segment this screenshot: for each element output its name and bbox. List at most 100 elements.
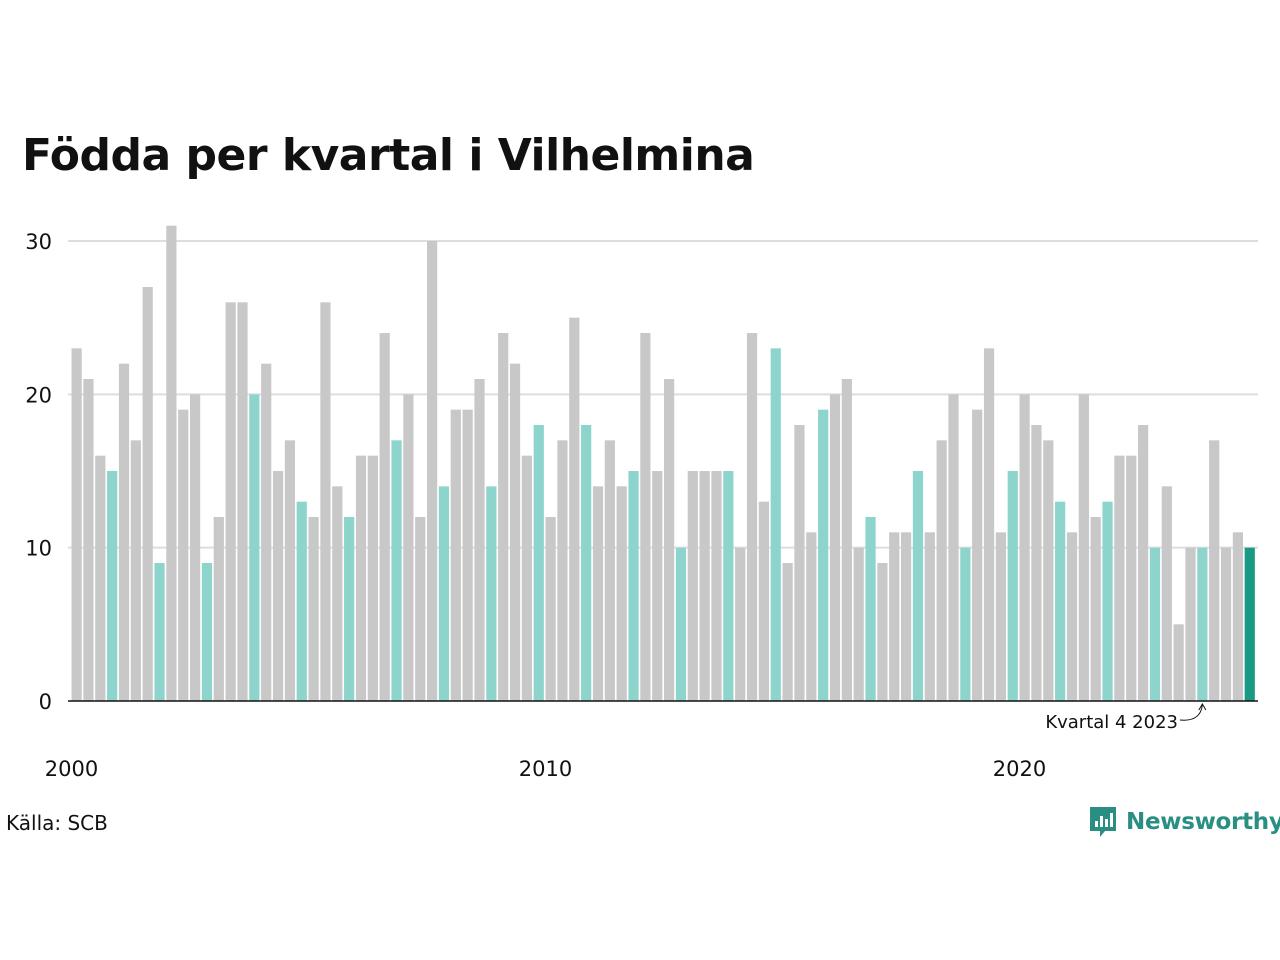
bar: [865, 517, 876, 701]
bar: [972, 409, 983, 701]
bar: [1043, 440, 1054, 701]
bar: [355, 455, 367, 701]
bar: [557, 440, 568, 701]
bar: [1007, 471, 1018, 701]
bar: [948, 394, 959, 701]
bar: [758, 501, 769, 701]
bar: [462, 409, 473, 701]
y-tick-label: 30: [25, 230, 52, 254]
bar: [616, 486, 627, 701]
bar: [1066, 532, 1078, 701]
bar: [403, 394, 414, 701]
bar: [379, 333, 390, 701]
bar: [201, 563, 213, 701]
bar: [272, 471, 284, 701]
bar: [995, 532, 1006, 701]
bar: [367, 455, 378, 701]
bar: [604, 440, 615, 701]
bar: [130, 440, 141, 701]
brand-logo: Newsworthy: [1088, 805, 1280, 839]
bar: [296, 501, 307, 701]
bar: [806, 532, 817, 701]
bar: [592, 486, 604, 701]
bar: [1173, 624, 1184, 701]
bar: [344, 517, 355, 701]
bar: [983, 348, 995, 701]
bar: [770, 348, 781, 701]
bar: [107, 471, 118, 701]
bar: [1161, 486, 1172, 701]
chart-title: Födda per kvartal i Vilhelmina: [22, 130, 755, 181]
bar: [320, 302, 331, 701]
bar: [1149, 547, 1161, 701]
x-tick-label: 2020: [993, 757, 1046, 781]
bar: [628, 471, 639, 701]
bar: [687, 471, 698, 701]
y-tick-label: 0: [39, 690, 52, 714]
bar: [711, 471, 722, 701]
bar: [746, 333, 758, 701]
bar: [1126, 455, 1137, 701]
bar: [166, 225, 177, 702]
bar: [1078, 394, 1089, 701]
bar: [225, 302, 236, 701]
bar: [486, 486, 497, 701]
bar: [509, 363, 521, 701]
bar: [652, 471, 663, 701]
bar: [877, 563, 888, 701]
bar: [581, 425, 592, 701]
bar: [284, 440, 295, 701]
annotation-label: Kvartal 4 2023: [1045, 712, 1178, 733]
bar: [924, 532, 935, 701]
bar: [912, 471, 924, 701]
bar: [450, 409, 461, 701]
bar: [154, 563, 165, 701]
bar: [818, 409, 829, 701]
bar: [415, 517, 426, 701]
bar: [794, 425, 805, 701]
bar: [438, 486, 450, 701]
bar: [1197, 547, 1208, 701]
bar: [533, 425, 544, 701]
x-tick-label: 2000: [45, 757, 98, 781]
bar: [675, 547, 687, 701]
bar: [1090, 517, 1101, 701]
bar: [118, 363, 130, 701]
bar: [308, 517, 319, 701]
bars: [71, 225, 1255, 702]
bar: [841, 379, 852, 701]
axes: 0 10 20 30 2000 2010 2020: [25, 230, 1258, 781]
bar: [723, 471, 734, 701]
bar: [1185, 547, 1196, 701]
annotation-arrow: [1179, 704, 1203, 721]
y-tick-label: 10: [25, 537, 52, 561]
bar: [95, 455, 106, 701]
bar: [735, 547, 746, 701]
y-tick-label: 20: [25, 383, 52, 407]
bar: [889, 532, 900, 701]
bar: [1019, 394, 1030, 701]
bar: [190, 394, 201, 701]
bar: [1102, 501, 1113, 701]
bar: [237, 302, 248, 701]
annotation-arrowhead: [1198, 703, 1207, 711]
bar: [829, 394, 841, 701]
bar: [1138, 425, 1149, 701]
bar: [71, 348, 82, 701]
bar: [427, 241, 438, 701]
bar: [853, 547, 864, 701]
bar: [498, 333, 509, 701]
x-tick-label: 2010: [519, 757, 572, 781]
bar: [1220, 547, 1232, 701]
bar: [664, 379, 675, 701]
bar: [960, 547, 971, 701]
bar: [569, 317, 580, 701]
bar: [545, 517, 556, 701]
bar: [1031, 425, 1042, 701]
bar: [1055, 501, 1066, 701]
source-label: Källa: SCB: [6, 811, 108, 835]
bar: [699, 471, 710, 701]
annotation: Kvartal 4 2023: [1045, 703, 1207, 733]
bar: [640, 333, 651, 701]
